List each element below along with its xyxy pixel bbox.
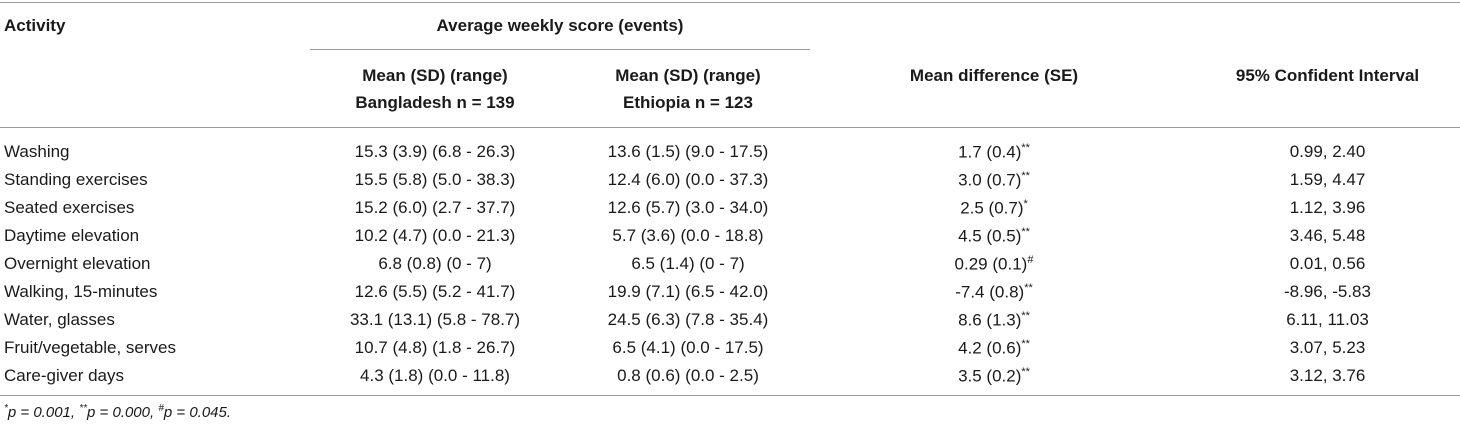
header-confidence-interval: 95% Confident Interval [1235, 66, 1420, 85]
cell-significance: ** [1021, 142, 1030, 154]
cell-confidence-interval: 3.46, 5.48 [1289, 226, 1366, 245]
table-row: Seated exercises 15.2 (6.0) (2.7 - 37.7) 1… [0, 198, 1460, 226]
cell-ethiopia: 19.9 (7.1) (6.5 - 42.0) [607, 282, 769, 301]
cell-significance: ** [1021, 226, 1030, 238]
cell-bangladesh: 10.7 (4.8) (1.8 - 26.7) [354, 338, 516, 357]
cell-bangladesh: 15.3 (3.9) (6.8 - 26.3) [354, 142, 516, 161]
cell-ethiopia: 6.5 (4.1) (0.0 - 17.5) [612, 338, 764, 357]
header-ethiopia-line2: Ethiopia n = 123 [623, 93, 753, 112]
cell-diff-value: 0.29 (0.1) [954, 254, 1028, 274]
header-ethiopia-line1: Mean (SD) (range) [615, 66, 761, 85]
group-rule [310, 49, 810, 50]
table-row: Water, glasses 33.1 (13.1) (5.8 - 78.7) 24… [0, 310, 1460, 338]
cell-mean-difference: 4.5 (0.5)** [890, 226, 1098, 247]
cell-significance: ** [1021, 310, 1030, 322]
cell-significance: ** [1021, 366, 1030, 378]
header-group: Average weekly score (events) [436, 16, 684, 35]
cell-diff-value: 1.7 (0.4) [958, 142, 1022, 162]
cell-ethiopia: 24.5 (6.3) (7.8 - 35.4) [607, 310, 769, 329]
cell-activity: Walking, 15-minutes [4, 282, 158, 301]
header-mean-difference: Mean difference (SE) [909, 66, 1079, 85]
top-rule [0, 2, 1460, 3]
cell-bangladesh: 12.6 (5.5) (5.2 - 41.7) [354, 282, 516, 301]
table-row: Overnight elevation 6.8 (0.8) (0 - 7) 6.5 … [0, 254, 1460, 282]
cell-diff-value: 4.5 (0.5) [958, 226, 1022, 246]
cell-mean-difference: 8.6 (1.3)** [890, 310, 1098, 331]
cell-diff-value: 2.5 (0.7) [960, 198, 1024, 218]
table-row: Walking, 15-minutes 12.6 (5.5) (5.2 - 41.… [0, 282, 1460, 310]
table-row: Care-giver days 4.3 (1.8) (0.0 - 11.8) 0.8… [0, 366, 1460, 394]
cell-confidence-interval: 0.01, 0.56 [1289, 254, 1366, 273]
cell-confidence-interval: -8.96, -5.83 [1284, 282, 1371, 301]
cell-ethiopia: 13.6 (1.5) (9.0 - 17.5) [607, 142, 769, 161]
cell-ethiopia: 6.5 (1.4) (0 - 7) [631, 254, 745, 273]
header-bangladesh-line1: Mean (SD) (range) [362, 66, 508, 85]
cell-bangladesh: 10.2 (4.7) (0.0 - 21.3) [354, 226, 516, 245]
cell-ethiopia: 5.7 (3.6) (0.0 - 18.8) [612, 226, 764, 245]
cell-ethiopia: 0.8 (0.6) (0.0 - 2.5) [617, 366, 759, 385]
cell-confidence-interval: 3.12, 3.76 [1289, 366, 1366, 385]
footnote-symbol-1: * [4, 403, 8, 414]
cell-bangladesh: 15.2 (6.0) (2.7 - 37.7) [354, 198, 516, 217]
cell-significance: ** [1021, 170, 1030, 182]
cell-significance: ** [1024, 282, 1033, 294]
cell-confidence-interval: 1.12, 3.96 [1289, 198, 1366, 217]
cell-mean-difference: 2.5 (0.7)* [890, 198, 1098, 219]
table-row: Washing 15.3 (3.9) (6.8 - 26.3) 13.6 (1.5)… [0, 142, 1460, 170]
table-row: Daytime elevation 10.2 (4.7) (0.0 - 21.3)… [0, 226, 1460, 254]
cell-diff-value: 3.5 (0.2) [958, 366, 1022, 386]
cell-activity: Fruit/vegetable, serves [4, 338, 176, 357]
cell-activity: Care-giver days [4, 366, 124, 385]
cell-confidence-interval: 6.11, 11.03 [1286, 310, 1369, 329]
cell-activity: Daytime elevation [4, 226, 140, 245]
cell-mean-difference: 3.0 (0.7)** [890, 170, 1098, 191]
cell-diff-value: 4.2 (0.6) [958, 338, 1022, 358]
cell-mean-difference: 1.7 (0.4)** [890, 142, 1098, 163]
footnote-text-3: p = 0.045. [163, 404, 232, 421]
footnote-symbol-2: ** [79, 403, 88, 414]
cell-mean-difference: 0.29 (0.1)# [890, 254, 1098, 275]
table-row: Fruit/vegetable, serves 10.7 (4.8) (1.8 -… [0, 338, 1460, 366]
table-row: Standing exercises 15.5 (5.8) (5.0 - 38.3… [0, 170, 1460, 198]
cell-confidence-interval: 1.59, 4.47 [1289, 170, 1366, 189]
cell-diff-value: 8.6 (1.3) [958, 310, 1022, 330]
header-activity: Activity [4, 16, 66, 35]
cell-bangladesh: 15.5 (5.8) (5.0 - 38.3) [354, 170, 516, 189]
cell-mean-difference: 3.5 (0.2)** [890, 366, 1098, 387]
cell-activity: Standing exercises [4, 170, 148, 189]
cell-bangladesh: 33.1 (13.1) (5.8 - 78.7) [349, 310, 521, 329]
footnote: *p = 0.001, **p = 0.000, #p = 0.045. [4, 403, 231, 421]
cell-ethiopia: 12.4 (6.0) (0.0 - 37.3) [607, 170, 769, 189]
cell-diff-value: -7.4 (0.8) [955, 282, 1025, 302]
header-rule [0, 127, 1460, 128]
cell-activity: Washing [4, 142, 70, 161]
cell-confidence-interval: 0.99, 2.40 [1289, 142, 1366, 161]
cell-diff-value: 3.0 (0.7) [958, 170, 1022, 190]
cell-confidence-interval: 3.07, 5.23 [1289, 338, 1366, 357]
cell-activity: Overnight elevation [4, 254, 151, 273]
footnote-symbol-3: # [158, 403, 164, 414]
cell-mean-difference: -7.4 (0.8)** [890, 282, 1098, 303]
bottom-rule [0, 395, 1460, 396]
footnote-text-1: p = 0.001, [7, 404, 80, 421]
header-bangladesh-line2: Bangladesh n = 139 [355, 93, 515, 112]
cell-significance: # [1027, 254, 1034, 266]
cell-significance: * [1023, 198, 1028, 210]
cell-bangladesh: 4.3 (1.8) (0.0 - 11.8) [360, 366, 510, 385]
cell-significance: ** [1021, 338, 1030, 350]
cell-activity: Water, glasses [4, 310, 115, 329]
footnote-text-2: p = 0.000, [87, 404, 159, 421]
cell-activity: Seated exercises [4, 198, 135, 217]
cell-mean-difference: 4.2 (0.6)** [890, 338, 1098, 359]
cell-ethiopia: 12.6 (5.7) (3.0 - 34.0) [607, 198, 769, 217]
cell-bangladesh: 6.8 (0.8) (0 - 7) [378, 254, 492, 273]
